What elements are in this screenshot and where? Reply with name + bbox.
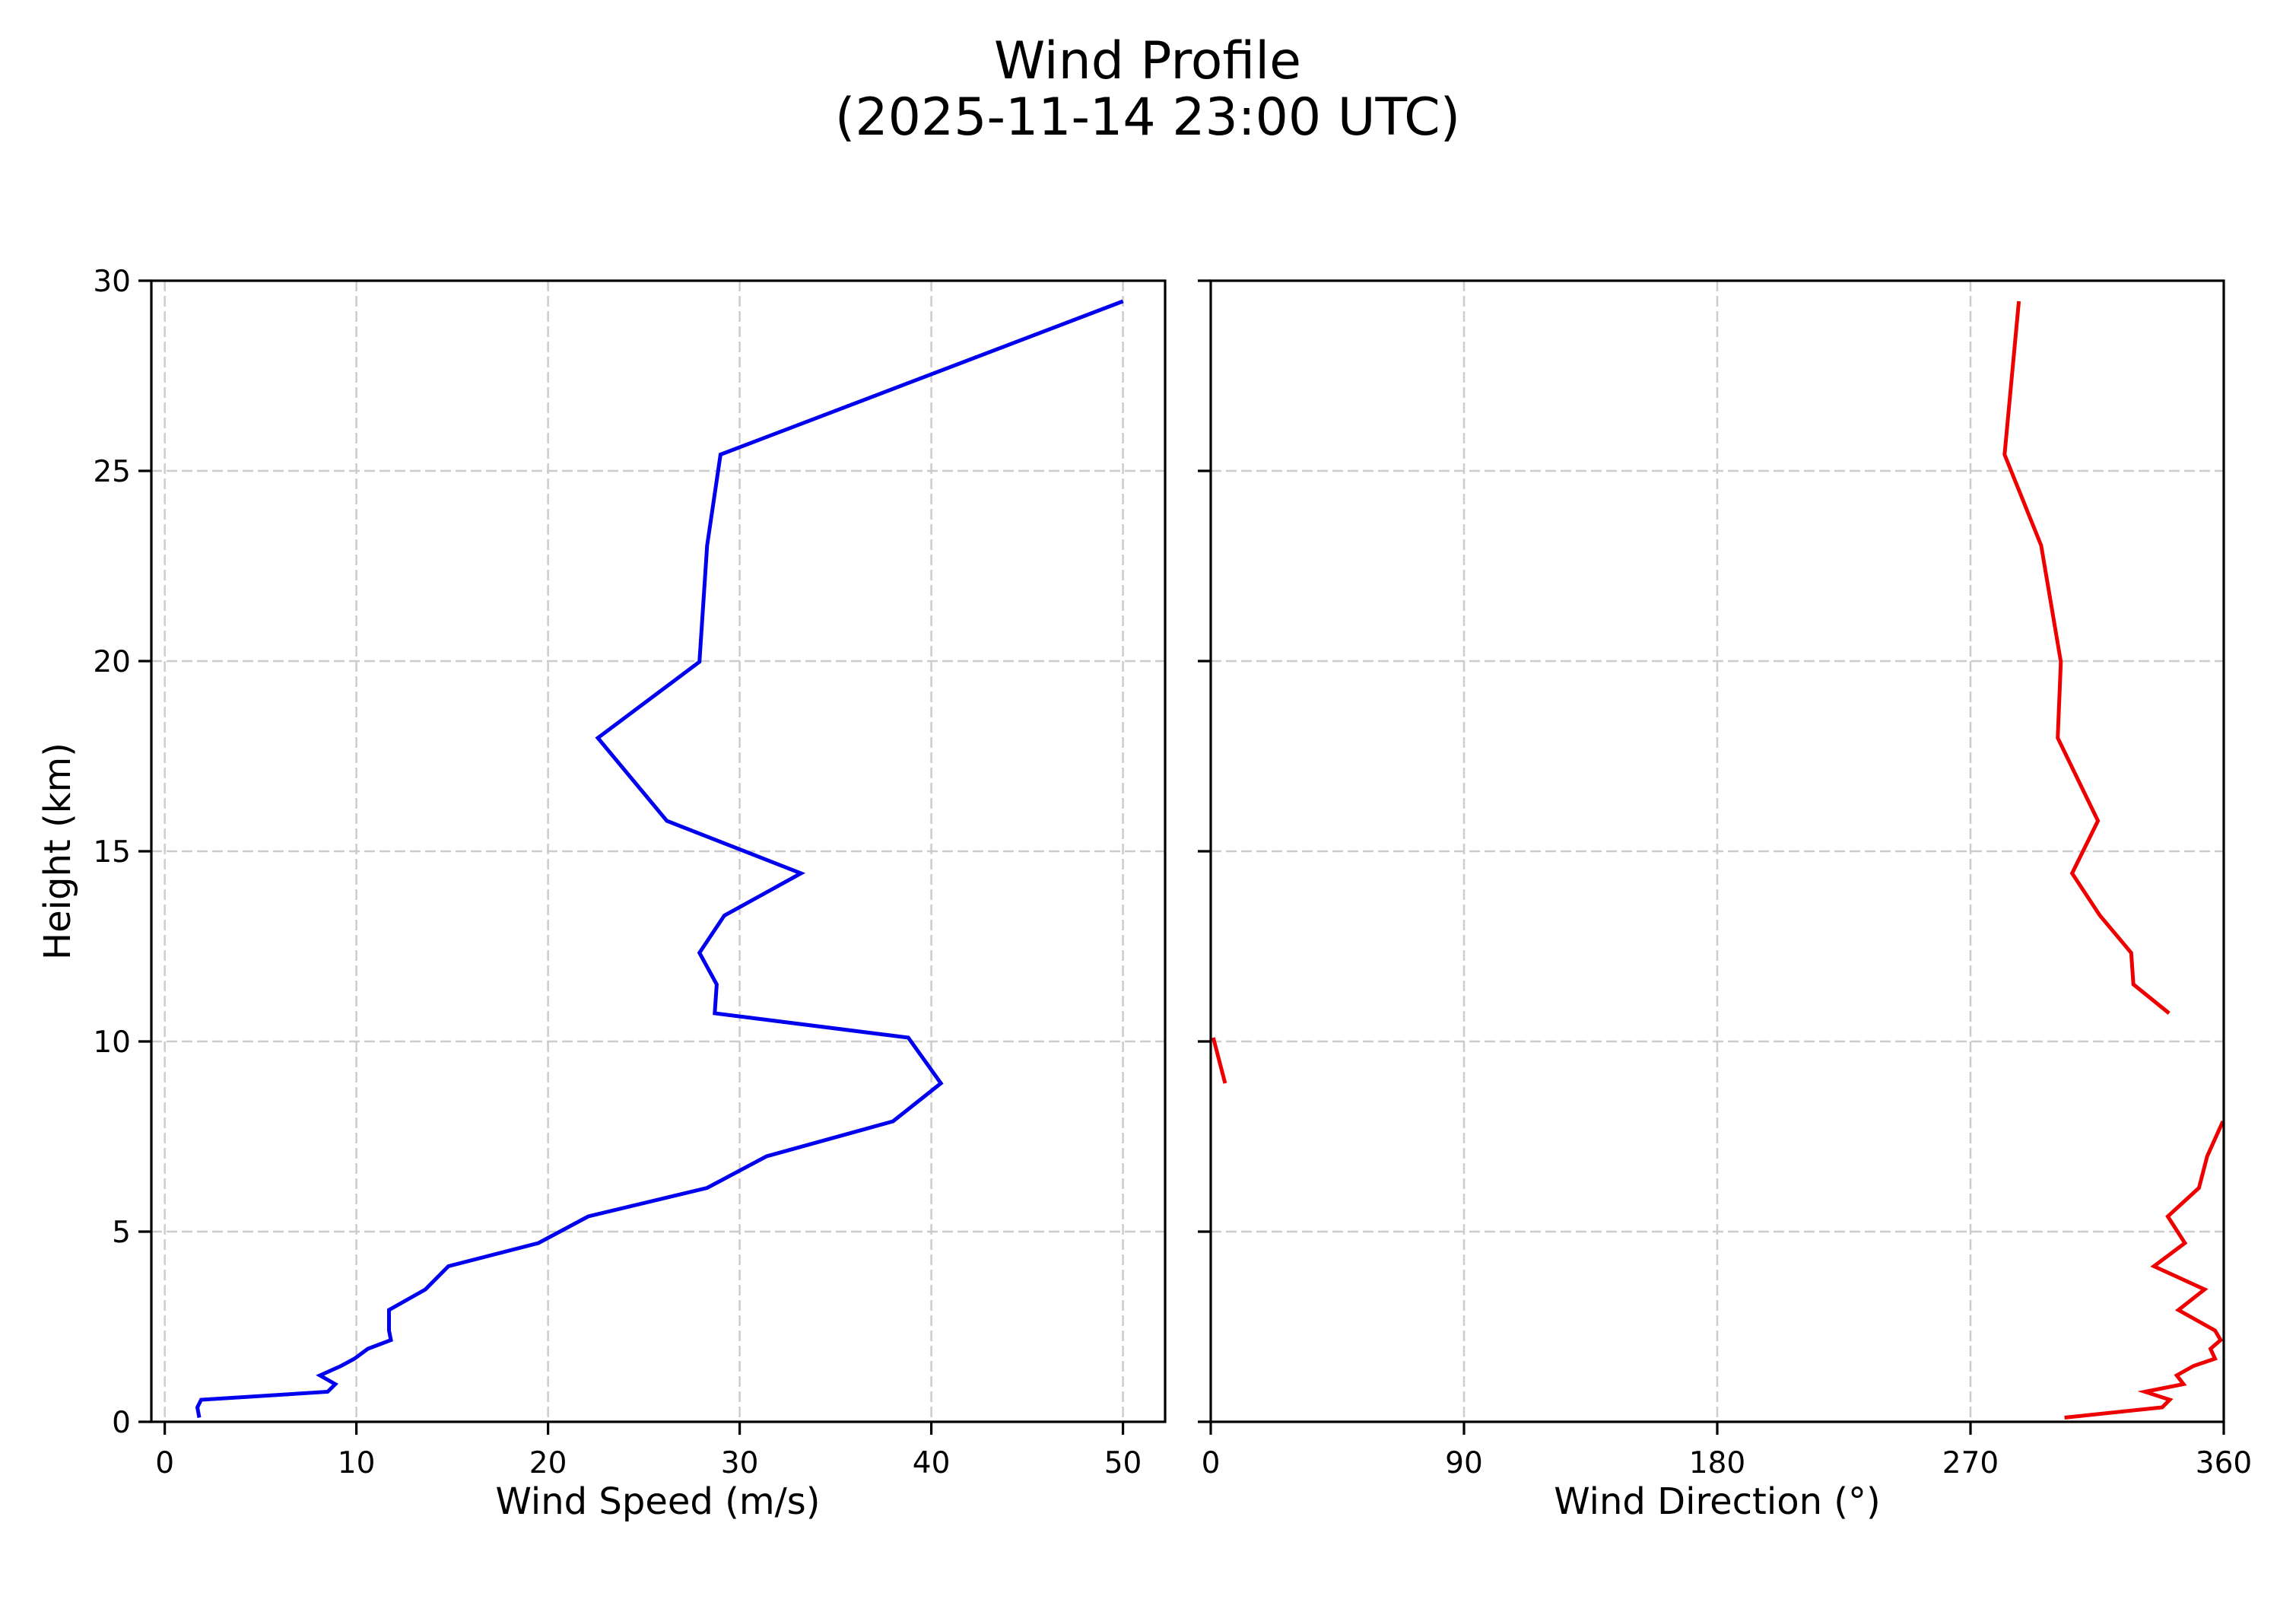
- x-tick-label: 20: [529, 1446, 567, 1480]
- height-y-axis-label: Height (km): [37, 742, 79, 960]
- y-tick-label: 20: [93, 645, 131, 679]
- y-tick-label: 0: [112, 1406, 131, 1440]
- y-tick-label: 10: [93, 1025, 131, 1060]
- wind-speed-line: [195, 299, 1124, 1418]
- y-tick-label: 25: [93, 455, 131, 489]
- wind-direction-panel: 0 90 180 270 360 Wind Direction (°): [1198, 279, 2253, 1523]
- y-tick-label: 15: [93, 835, 131, 870]
- wind-direction-series-line: [1211, 1037, 1227, 1084]
- wind-direction-ticks: [1198, 279, 2225, 1435]
- x-tick-label: 30: [721, 1446, 759, 1480]
- wind-direction-x-tick-labels: 0 90 180 270 360: [1202, 1446, 2253, 1480]
- chart-title-line1: Wind Profile: [994, 31, 1301, 91]
- x-tick-label: 10: [338, 1446, 376, 1480]
- wind-direction-series-line: [2002, 300, 2171, 1015]
- x-tick-label: 180: [1689, 1446, 1745, 1480]
- height-y-tick-labels: 0 5 10 15 20 25 30: [93, 265, 131, 1440]
- wind-speed-panel: 0 10 20 30 40 50 0 5 10 15 20 25 30 Wind…: [37, 265, 1167, 1523]
- wind-direction-grid: [1211, 281, 2224, 1422]
- x-tick-label: 360: [2196, 1446, 2252, 1480]
- y-tick-label: 30: [93, 265, 131, 299]
- wind-speed-x-tick-labels: 0 10 20 30 40 50: [155, 1446, 1142, 1480]
- x-tick-label: 40: [913, 1446, 951, 1480]
- x-tick-label: 0: [1202, 1446, 1221, 1480]
- wind-direction-line: [1211, 300, 2224, 1420]
- x-tick-label: 50: [1104, 1446, 1142, 1480]
- wind-speed-series-line: [195, 299, 1124, 1418]
- x-tick-label: 0: [155, 1446, 174, 1480]
- x-tick-label: 90: [1445, 1446, 1483, 1480]
- x-tick-label: 270: [1942, 1446, 1999, 1480]
- wind-speed-ticks: [138, 279, 1125, 1435]
- wind-speed-grid: [151, 281, 1165, 1422]
- y-tick-label: 5: [112, 1216, 131, 1250]
- chart-title-line2: (2025-11-14 23:00 UTC): [835, 87, 1460, 148]
- wind-direction-series-line: [2064, 1120, 2224, 1420]
- wind-direction-x-axis-label: Wind Direction (°): [1554, 1480, 1880, 1523]
- wind-speed-x-axis-label: Wind Speed (m/s): [495, 1480, 820, 1523]
